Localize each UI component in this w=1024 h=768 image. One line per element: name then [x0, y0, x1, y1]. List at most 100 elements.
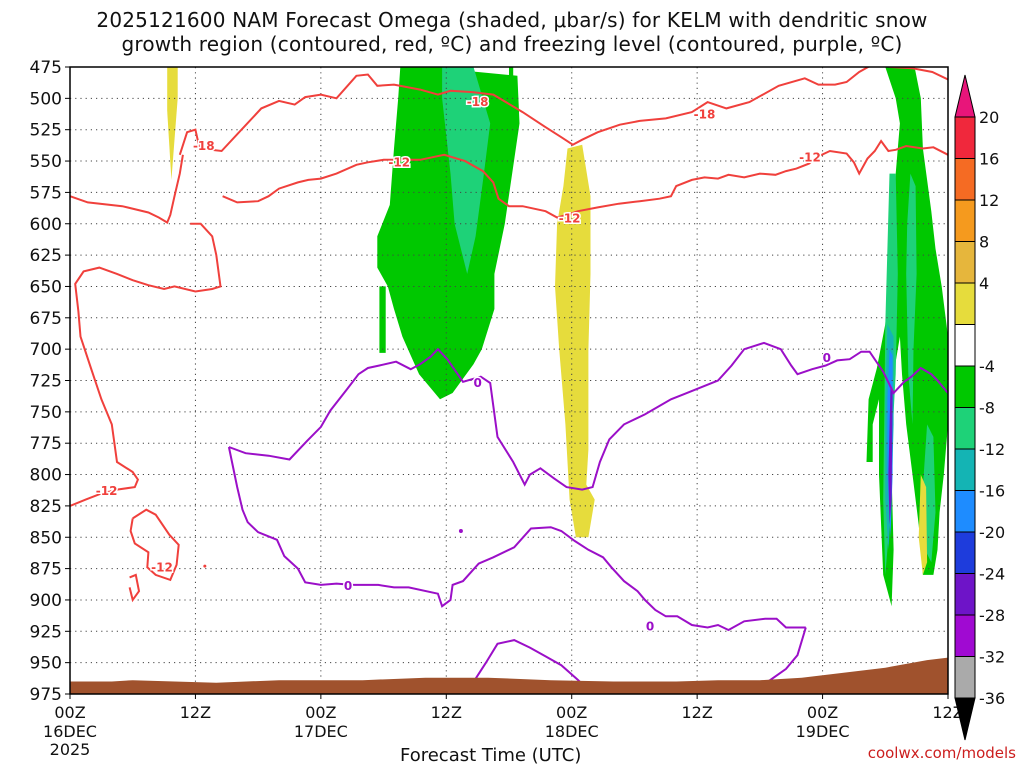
- contour-dgz-minus12-mid: [70, 222, 222, 507]
- contour-label-red-1: -18: [467, 95, 489, 109]
- colorbar-label-8: -16: [979, 482, 1005, 501]
- y-tick-label-800: 800: [30, 466, 62, 486]
- omega-positive-19dec: [918, 474, 928, 575]
- contour-label-red-6: -12: [96, 484, 118, 498]
- y-tick-label-675: 675: [30, 309, 62, 329]
- y-tick-label-475: 475: [30, 58, 62, 78]
- x-tick-day-24: 17DEC: [294, 722, 348, 741]
- temperature-contours: -18 -18 -18 -12 -12 -12 -12 -12 0 0 0 0: [70, 67, 948, 694]
- contour-label-purple-2: 0: [646, 619, 654, 633]
- x-tick-label-12: 12Z: [180, 703, 211, 722]
- x-tick-label-48: 00Z: [556, 703, 587, 722]
- colorbar-label-0: 20: [979, 108, 999, 127]
- y-tick-label-650: 650: [30, 277, 62, 297]
- contour-label-red-0: -18: [193, 139, 215, 153]
- y-tick-label-700: 700: [30, 340, 62, 360]
- colorbar-label-5: -4: [979, 357, 995, 376]
- colorbar-label-6: -8: [979, 399, 995, 418]
- y-tick-label-750: 750: [30, 403, 62, 423]
- colorbar-band-10: [954, 490, 976, 533]
- contour-label-red-3: -12: [388, 155, 410, 169]
- colorbar-label-1: 16: [979, 150, 999, 169]
- contour-label-red-4: -12: [559, 212, 581, 226]
- contour-dgz-minus12-spot: [128, 573, 141, 603]
- contour-label-purple-3: 0: [823, 351, 831, 365]
- y-tick-label-975: 975: [30, 685, 62, 705]
- y-tick-label-875: 875: [30, 560, 62, 580]
- colorbar-band-6: [954, 324, 976, 367]
- colorbar-band-4: [954, 241, 976, 284]
- x-axis-title: Forecast Time (UTC): [400, 745, 582, 766]
- contour-dgz-minus18: [178, 67, 948, 156]
- contour-freezing-dot: [458, 528, 463, 533]
- colorbar-band-3: [954, 199, 976, 242]
- omega-ascent-17dec-strip: [379, 286, 386, 353]
- y-tick-label-575: 575: [30, 183, 62, 203]
- y-tick-label-500: 500: [30, 89, 62, 109]
- contour-dgz-minus12-closed: [129, 508, 180, 582]
- colorbar-band-8: [954, 407, 976, 450]
- omega-ascent-19dec-teal-right: [906, 173, 917, 425]
- colorbar-band-11: [954, 531, 976, 574]
- colorbar-band-12: [954, 573, 976, 616]
- contour-freezing-level-lower: [227, 446, 806, 632]
- y-tick-label-600: 600: [30, 215, 62, 235]
- x-tick-label-24: 00Z: [305, 703, 336, 722]
- colorbar-band-9: [954, 448, 976, 491]
- colorbar-label-11: -28: [979, 606, 1005, 625]
- colorbar-label-3: 8: [979, 233, 989, 252]
- omega-ascent-17dec-high: [442, 67, 491, 274]
- colorbar-label-2: 12: [979, 191, 999, 210]
- contour-label-red-5: -12: [799, 150, 821, 164]
- omega-positive-sliver: [167, 67, 178, 180]
- chart-title-line-1: 2025121600 NAM Forecast Omega (shaded, μ…: [96, 8, 928, 32]
- colorbar-arrow-bottom: [954, 697, 976, 741]
- x-tick-label-36: 12Z: [431, 703, 462, 722]
- y-tick-label-825: 825: [30, 497, 62, 517]
- contour-label-red-7: -12: [151, 560, 173, 574]
- colorbar-band-14: [954, 656, 976, 699]
- contour-freezing-level-low-closed: [470, 639, 592, 693]
- terrain-fill: [70, 657, 948, 694]
- y-tick-label-925: 925: [30, 622, 62, 642]
- contour-freezing-level-main: [228, 341, 948, 491]
- colorbar-label-4: 4: [979, 274, 989, 293]
- omega-sinking-18dec: [555, 144, 595, 538]
- x-tick-label-84: 12Z: [932, 703, 963, 722]
- colorbar-band-1: [954, 116, 976, 159]
- colorbar-label-13: -36: [979, 689, 1005, 708]
- colorbar-label-12: -32: [979, 648, 1005, 667]
- x-tick-year-0: 2025: [50, 740, 91, 759]
- y-tick-label-850: 850: [30, 528, 62, 548]
- omega-ascent-17dec-tip: [509, 67, 514, 89]
- colorbar-band-2: [954, 158, 976, 201]
- omega-ascent-19dec-core: [888, 386, 893, 525]
- contour-dgz-dot: [203, 564, 207, 568]
- x-tick-label-0: 00Z: [54, 703, 85, 722]
- chart-title-line-2: growth region (contoured, red, ºC) and f…: [121, 32, 903, 56]
- y-tick-label-725: 725: [30, 372, 62, 392]
- colorbar-arrow-top: [954, 74, 976, 118]
- y-tick-label-775: 775: [30, 434, 62, 454]
- y-axis: 475 500 525 550 575 600 625 650 675 700 725 750 775 8…: [30, 58, 70, 705]
- contour-label-purple-0: 0: [473, 376, 481, 390]
- source-credit: coolwx.com/models: [867, 744, 1016, 762]
- y-tick-label-900: 900: [30, 591, 62, 611]
- colorbar-label-7: -12: [979, 440, 1005, 459]
- colorbar-band-13: [954, 614, 976, 657]
- contour-label-red-2: -18: [694, 108, 716, 122]
- colorbar-band-7: [954, 365, 976, 408]
- terrain-surface: [70, 657, 948, 694]
- y-tick-label-950: 950: [30, 654, 62, 674]
- y-tick-label-625: 625: [30, 246, 62, 266]
- colorbar: 20 16 12 8 4 -4 -8 -12 -16 -20 -24 -28 -32 -36: [954, 74, 1005, 741]
- colorbar-label-9: -20: [979, 523, 1005, 542]
- x-tick-label-72: 00Z: [807, 703, 838, 722]
- x-tick-day-72: 19DEC: [796, 722, 850, 741]
- colorbar-label-10: -24: [979, 565, 1005, 584]
- contour-label-purple-1: 0: [344, 579, 352, 593]
- y-tick-label-525: 525: [30, 121, 62, 141]
- contour-dgz-minus12-upper: [70, 154, 184, 224]
